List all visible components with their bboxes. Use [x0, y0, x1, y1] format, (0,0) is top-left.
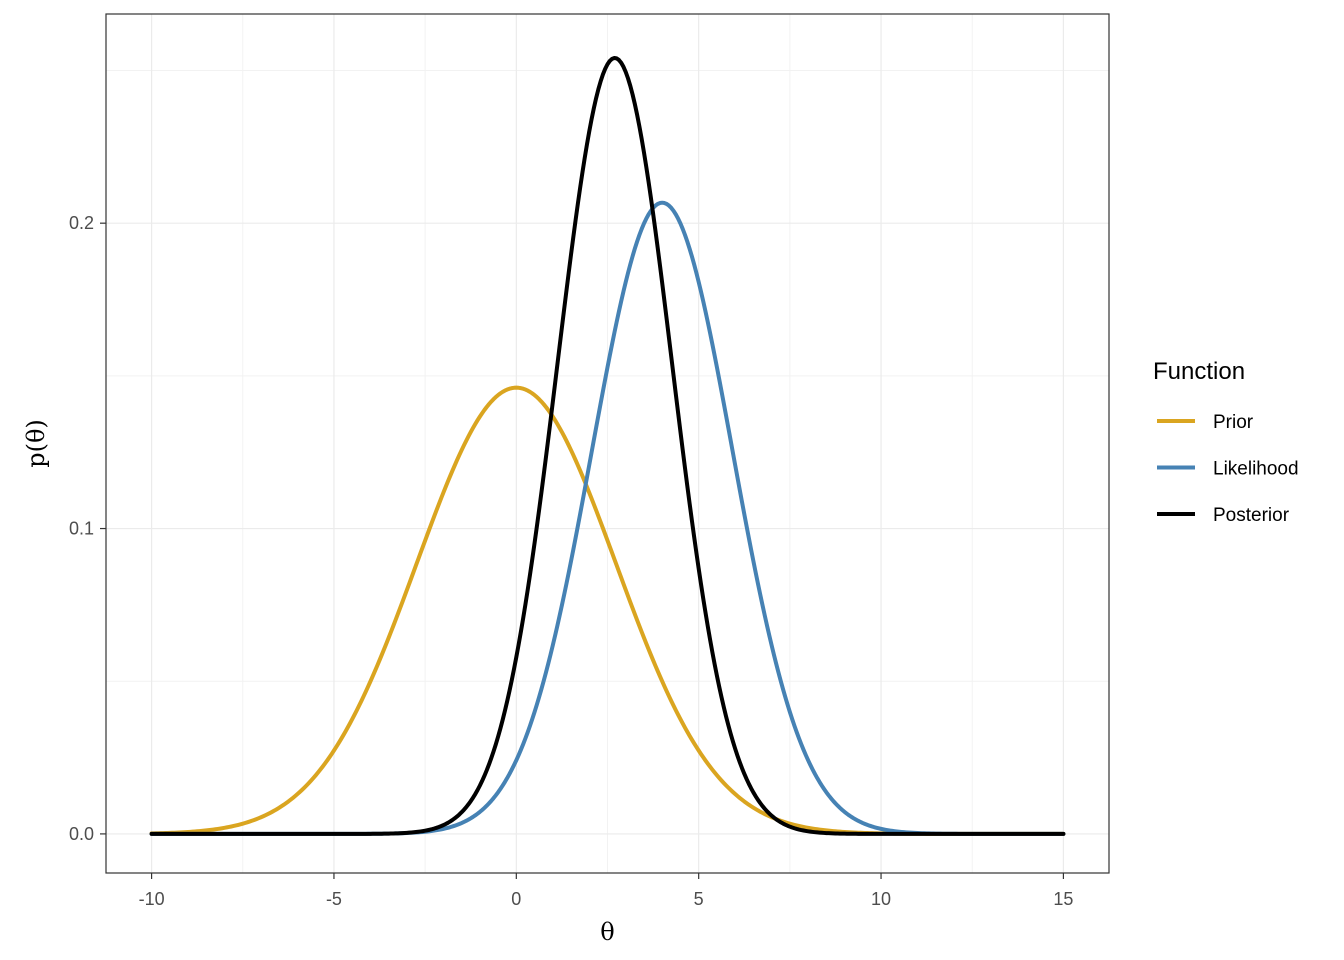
legend-label-likelihood: Likelihood — [1213, 459, 1299, 480]
legend-title: Function — [1153, 358, 1245, 385]
x-tick-label: -5 — [326, 889, 342, 909]
x-tick-label: 10 — [871, 889, 891, 909]
y-axis: 0.0 0.1 0.2 — [69, 213, 106, 844]
legend: Function Prior Likelihood Posterior — [1153, 358, 1299, 526]
x-tick-label: 5 — [694, 889, 704, 909]
y-axis-title: p(θ) — [22, 419, 50, 468]
y-tick-label: 0.1 — [69, 519, 94, 539]
y-tick-label: 0.2 — [69, 213, 94, 233]
x-tick-label: -10 — [139, 889, 165, 909]
panel-border — [105, 13, 1110, 874]
x-axis-title: θ — [600, 918, 614, 946]
series-line-posterior — [149, 55, 1066, 836]
x-tick-label: 15 — [1053, 889, 1073, 909]
series-layer — [149, 55, 1066, 836]
legend-items: Prior Likelihood Posterior — [1157, 412, 1299, 526]
x-tick-label: 0 — [511, 889, 521, 909]
y-tick-label: 0.0 — [69, 824, 94, 844]
legend-label-posterior: Posterior — [1213, 505, 1290, 526]
x-axis: -10 -5 0 5 10 15 — [139, 873, 1073, 909]
legend-label-prior: Prior — [1213, 412, 1254, 433]
